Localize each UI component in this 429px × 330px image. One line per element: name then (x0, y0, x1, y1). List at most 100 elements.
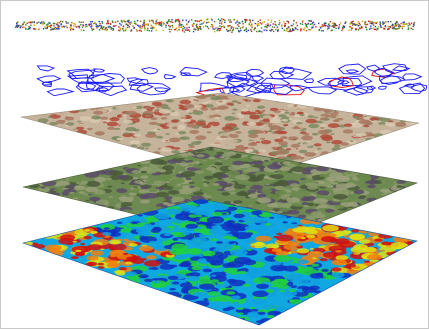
raster-cell (164, 196, 173, 200)
boundary-outline (391, 65, 411, 72)
point-mark (287, 22, 290, 24)
point-mark (144, 27, 146, 29)
raster-cell (300, 197, 310, 202)
raster-cell (394, 122, 407, 127)
raster-cell (180, 171, 196, 177)
raster-cell (276, 234, 294, 242)
point-mark (203, 20, 206, 23)
boundary-outline (398, 82, 426, 94)
raster-cell (86, 261, 98, 267)
point-mark (46, 23, 49, 26)
point-mark (320, 30, 323, 32)
point-mark (134, 22, 136, 25)
raster-cell (333, 119, 340, 123)
raster-cell (331, 259, 347, 266)
raster-cell (245, 232, 254, 236)
point-mark (232, 29, 234, 31)
point-mark (90, 25, 92, 28)
boundary-outline (338, 63, 367, 75)
point-mark (48, 25, 50, 28)
point-mark (394, 22, 397, 25)
point-mark (291, 25, 293, 27)
boundaries-layer (36, 63, 428, 98)
raster-cell (128, 243, 138, 247)
raster-cell (272, 181, 288, 188)
raster-cell (279, 289, 286, 293)
point-mark (296, 24, 298, 27)
raster-cell (272, 132, 277, 134)
raster-cell (307, 115, 315, 118)
point-mark (170, 25, 172, 27)
point-mark (397, 23, 399, 25)
raster-cell (206, 100, 212, 103)
raster-cell (257, 193, 268, 199)
point-mark (16, 26, 19, 28)
point-mark (205, 25, 207, 27)
raster-cell (123, 124, 129, 127)
raster-cell (179, 136, 187, 140)
boundary-outline (231, 82, 266, 98)
raster-cell (286, 163, 297, 168)
point-mark (321, 25, 323, 28)
point-mark (155, 22, 157, 24)
raster-cell (87, 244, 103, 251)
point-mark (400, 22, 402, 25)
raster-cell (137, 214, 144, 217)
raster-cell (330, 133, 335, 135)
point-mark (119, 30, 121, 32)
raster-cell (131, 169, 142, 174)
elevation-layer (21, 198, 418, 326)
point-mark (249, 24, 252, 27)
raster-cell (119, 225, 126, 228)
point-mark (288, 30, 290, 33)
raster-cell (210, 279, 220, 283)
point-mark (82, 24, 84, 26)
raster-cell (297, 142, 301, 145)
point-mark (60, 20, 62, 23)
raster-cell (168, 188, 172, 190)
boundary-outline (353, 86, 374, 94)
raster-cell (319, 258, 328, 262)
raster-cell (97, 262, 105, 266)
raster-cell (143, 166, 149, 169)
point-mark (180, 26, 182, 29)
raster-cell (83, 193, 89, 196)
raster-cell (296, 246, 302, 249)
boundary-outline (345, 69, 360, 74)
raster-cell (226, 99, 231, 102)
point-mark (139, 27, 141, 29)
raster-cell (347, 201, 358, 206)
point-mark (49, 22, 51, 25)
point-mark (356, 23, 358, 26)
raster-cell (406, 122, 412, 124)
point-mark (133, 27, 135, 29)
point-mark (324, 23, 326, 25)
point-mark (78, 27, 81, 29)
raster-cell (296, 122, 303, 125)
raster-cell (396, 180, 406, 184)
raster-cell (172, 238, 178, 241)
raster-cell (180, 118, 192, 123)
point-mark (66, 26, 68, 29)
raster-cell (241, 108, 249, 112)
boundary-outline (262, 84, 294, 95)
raster-cell (163, 202, 170, 206)
point-mark (88, 24, 91, 27)
point-mark (136, 30, 138, 32)
point-mark (294, 27, 296, 29)
raster-cell (149, 240, 157, 244)
raster-cell (357, 174, 372, 181)
point-mark (158, 23, 161, 25)
point-mark (170, 28, 172, 31)
point-mark (155, 20, 157, 23)
raster-cell (145, 133, 157, 138)
point-mark (135, 23, 137, 25)
raster-cell (155, 191, 169, 198)
point-mark (224, 19, 226, 22)
raster-cell (202, 125, 208, 128)
raster-cell (282, 265, 299, 272)
raster-cell (211, 185, 223, 190)
raster-cell (84, 112, 95, 117)
point-mark (218, 27, 220, 30)
raster-cell (345, 174, 352, 177)
